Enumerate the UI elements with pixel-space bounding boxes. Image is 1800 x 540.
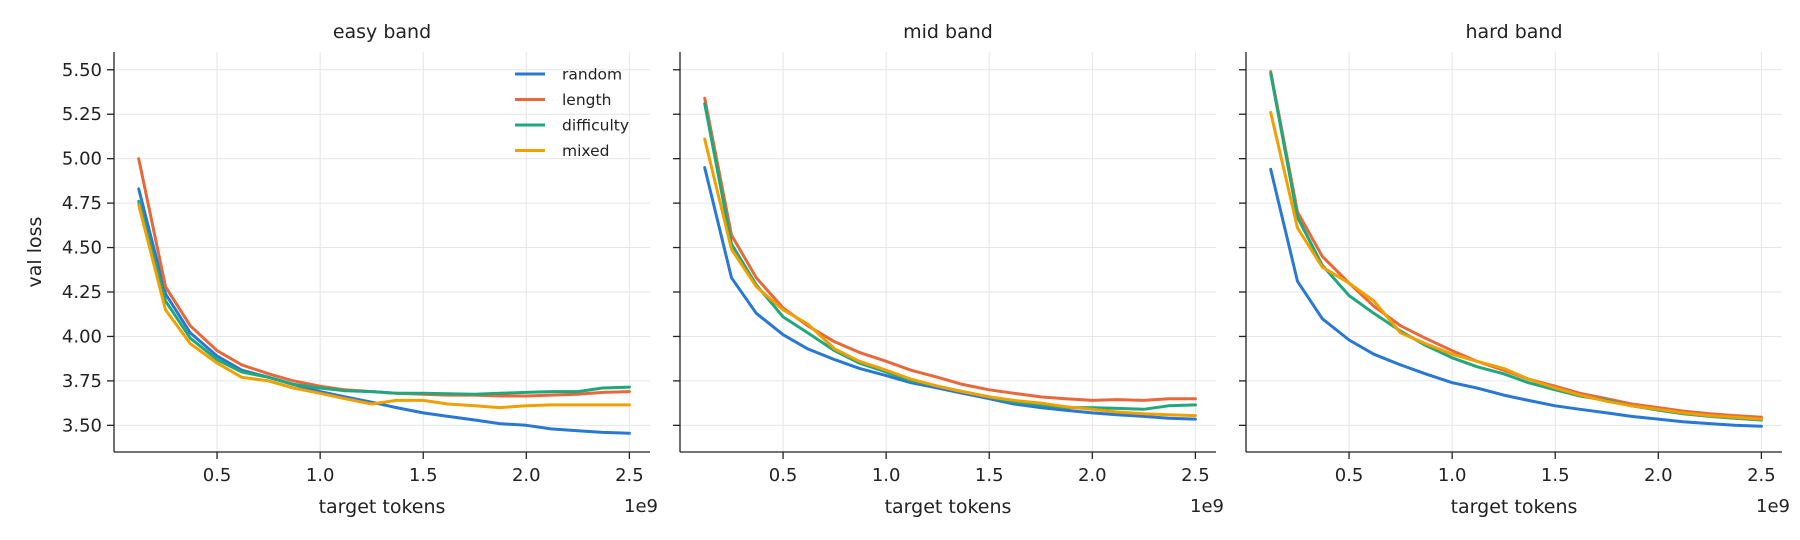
- panel-title: mid band: [903, 21, 993, 43]
- legend-label-difficulty: difficulty: [562, 117, 629, 135]
- x-tick-label: 2.0: [1644, 465, 1673, 486]
- x-offset-label: 1e9: [624, 496, 658, 517]
- legend-label-length: length: [562, 91, 611, 109]
- series-line-random: [703, 166, 1197, 421]
- legend-label-random: random: [562, 66, 622, 84]
- x-tick-label: 0.5: [203, 465, 232, 486]
- series-line-length: [1269, 70, 1763, 419]
- x-tick-label: 2.5: [1747, 465, 1776, 486]
- series-line-difficulty: [137, 199, 631, 396]
- x-tick-label: 1.0: [872, 465, 901, 486]
- x-offset-label: 1e9: [1756, 496, 1790, 517]
- x-tick-label: 1.0: [306, 465, 335, 486]
- x-axis-label: target tokens: [885, 496, 1012, 518]
- series-line-difficulty: [1269, 71, 1763, 422]
- x-tick-label: 0.5: [769, 465, 798, 486]
- y-tick-label: 4.75: [62, 193, 102, 214]
- panel-easy-band: 0.5 1.0 1.5 2.0 2.5 3.50 3.75 4.00 4.25 4.50 4.75 5…: [24, 21, 658, 518]
- y-tick-label: 5.50: [62, 60, 102, 81]
- y-tick-label: 4.50: [62, 238, 102, 259]
- y-tick-label: 3.75: [62, 371, 102, 392]
- x-tick-label: 1.0: [1438, 465, 1467, 486]
- x-tick-label: 2.5: [615, 465, 644, 486]
- series-line-random: [137, 187, 631, 435]
- series-line-random: [1269, 167, 1763, 428]
- series-line-mixed: [137, 203, 631, 410]
- legend-label-mixed: mixed: [562, 142, 609, 160]
- x-offset-label: 1e9: [1190, 496, 1224, 517]
- series-line-mixed: [1269, 110, 1763, 421]
- x-axis-label: target tokens: [1451, 496, 1578, 518]
- y-tick-label: 5.25: [62, 104, 102, 125]
- series-line-length: [703, 96, 1197, 402]
- x-tick-label: 2.0: [512, 465, 541, 486]
- panel-title: hard band: [1465, 21, 1562, 43]
- y-tick-label: 5.00: [62, 149, 102, 170]
- panel-hard-band: 0.5 1.0 1.5 2.0 2.5 hard band target tokens 1e9: [1239, 21, 1790, 518]
- x-tick-label: 2.5: [1181, 465, 1210, 486]
- x-tick-label: 2.0: [1078, 465, 1107, 486]
- series-line-difficulty: [703, 102, 1197, 411]
- y-tick-label: 4.25: [62, 282, 102, 303]
- x-tick-label: 1.5: [409, 465, 438, 486]
- y-tick-label: 3.50: [62, 415, 102, 436]
- y-tick-label: 4.00: [62, 326, 102, 347]
- panel-mid-band: 0.5 1.0 1.5 2.0 2.5 mid band target tokens 1e9: [673, 21, 1224, 518]
- x-tick-label: 1.5: [1541, 465, 1570, 486]
- y-axis-label: val loss: [24, 217, 46, 288]
- x-tick-label: 1.5: [975, 465, 1004, 486]
- series-line-mixed: [703, 137, 1197, 418]
- x-axis-label: target tokens: [319, 496, 446, 518]
- x-tick-label: 0.5: [1335, 465, 1364, 486]
- panel-title: easy band: [333, 21, 431, 43]
